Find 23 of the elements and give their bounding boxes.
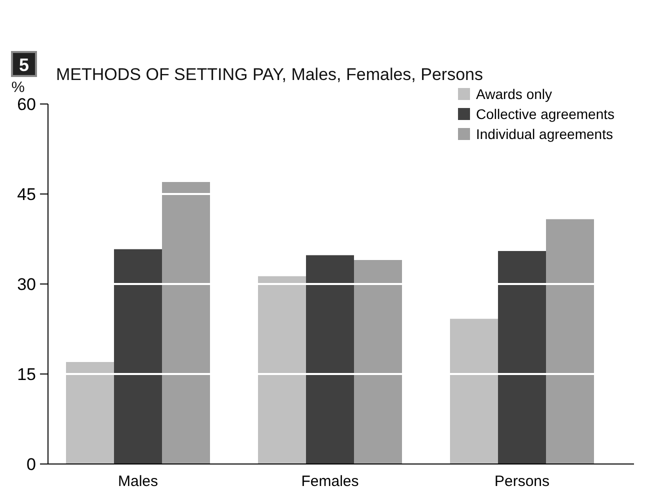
text: 5 (18, 55, 30, 75)
legend-label: Collective agreements (476, 106, 615, 122)
bar (450, 318, 498, 464)
x-tick-label: Males (118, 473, 158, 490)
bar (498, 251, 546, 464)
bar (354, 260, 402, 464)
y-tick-label: 30 (17, 275, 36, 294)
legend-label: Awards only (476, 86, 552, 102)
y-tick-label: 60 (17, 95, 36, 114)
bar (258, 276, 306, 464)
x-tick-label: Persons (494, 473, 550, 490)
bar (162, 182, 210, 464)
y-tick-label: 45 (17, 185, 36, 204)
y-tick-label: 0 (26, 455, 36, 474)
y-tick-label: 15 (17, 365, 36, 384)
legend-label: Individual agreements (476, 126, 613, 142)
y-axis-title: % (11, 79, 25, 96)
bar (306, 255, 354, 464)
bar (66, 362, 114, 464)
bar (114, 249, 162, 464)
bar (546, 219, 594, 464)
chart-title: METHODS OF SETTING PAY, Males, Females, Persons (56, 65, 483, 84)
x-tick-label: Females (301, 473, 359, 490)
